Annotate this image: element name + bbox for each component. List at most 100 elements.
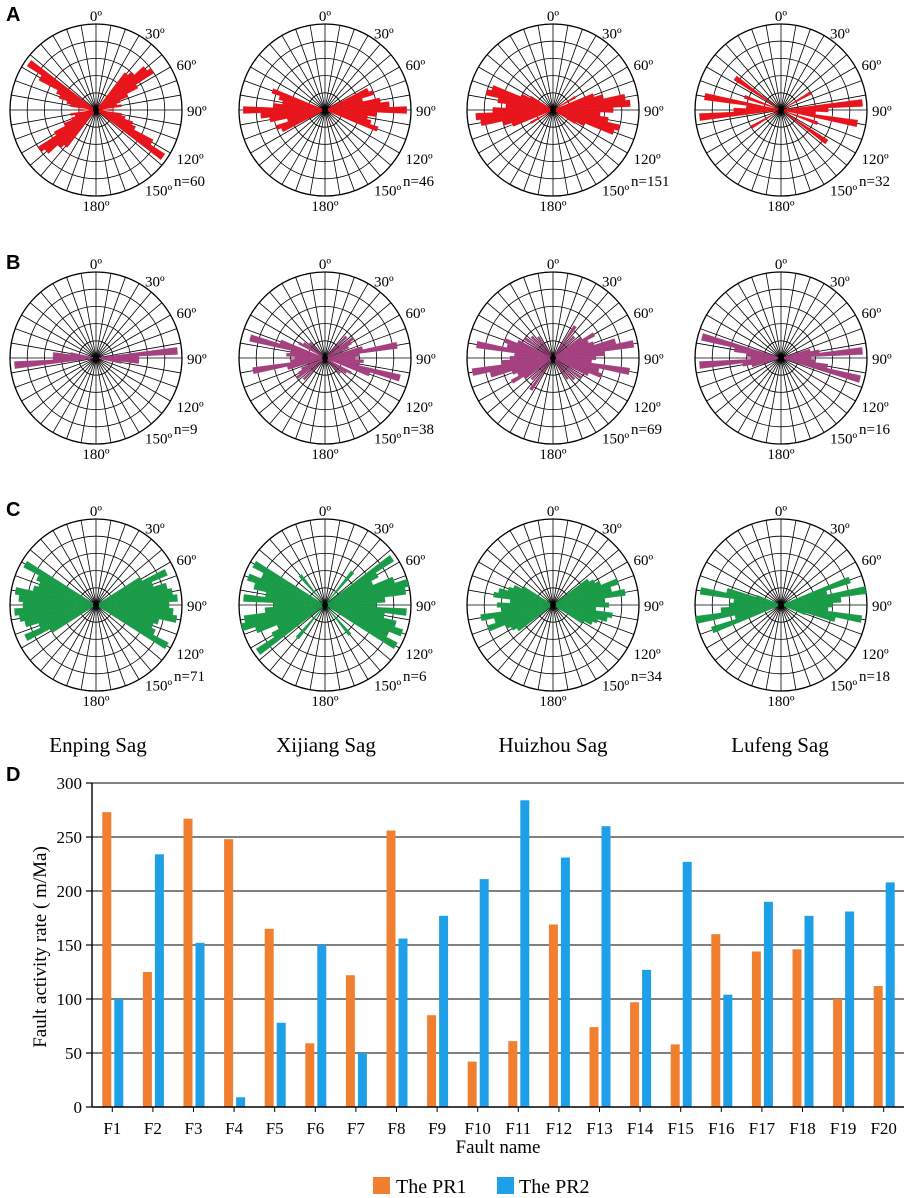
angle-label-0: 0º [775, 257, 788, 273]
rose-petal [704, 93, 858, 127]
bar-f7-pr1 [345, 975, 355, 1107]
rose-petal [302, 335, 348, 381]
rose-petal [279, 339, 371, 377]
angle-label-0: 0º [775, 504, 788, 520]
x-tick-label: F1 [103, 1119, 121, 1138]
angle-label-120: 120º [634, 647, 662, 663]
rose-center [322, 602, 328, 608]
angle-label-30: 30º [374, 522, 394, 538]
angle-label-30: 30º [830, 27, 850, 43]
angle-label-180: 180º [767, 694, 795, 710]
bar-f9-pr1 [427, 1015, 437, 1107]
sample-count-label: n=69 [631, 422, 662, 438]
bar-f12-pr2 [560, 857, 570, 1107]
x-tick-label: F10 [464, 1119, 490, 1138]
angle-label-0: 0º [90, 504, 103, 520]
rose-petal [507, 586, 599, 624]
bar-chart-axes: 0 50 100 150 200 250 300 F1 F2 F3 F4 F5 F6 F7 F8 F9 F10 F… [57, 774, 904, 1138]
panel-label-b: B [6, 252, 20, 274]
angle-label-60: 60º [862, 58, 882, 74]
bar-f5-pr1 [264, 928, 274, 1107]
angle-label-90: 90º [187, 104, 207, 120]
rose-petal [523, 336, 583, 380]
bar-f2-pr2 [154, 854, 164, 1107]
angle-label-30: 30º [602, 27, 622, 43]
bar-f3-pr2 [195, 942, 205, 1107]
rose-petal [14, 347, 178, 369]
rose-petal [298, 341, 352, 375]
bar-f8-pr1 [386, 830, 396, 1107]
rose-petal [271, 88, 379, 132]
sample-count-label: n=9 [174, 422, 197, 438]
x-tick-label: F12 [546, 1119, 572, 1138]
bar-f2-pr1 [142, 972, 152, 1107]
bar-f10-pr2 [479, 879, 489, 1107]
sample-count-label: n=46 [403, 174, 434, 190]
rose-petal [23, 560, 169, 650]
x-tick-label: F15 [667, 1119, 693, 1138]
rose-petal [530, 335, 576, 381]
rose-petals [695, 576, 867, 634]
sample-count-label: n=71 [174, 669, 205, 685]
rose-petal [529, 95, 577, 125]
angle-label-90: 90º [416, 352, 436, 368]
rose-center [93, 602, 99, 608]
x-tick-label: F7 [347, 1119, 365, 1138]
panel-label-c: C [6, 499, 20, 521]
rose-center [778, 602, 784, 608]
angle-label-180: 180º [82, 447, 110, 463]
angle-label-150: 150º [830, 184, 858, 200]
y-tick-label: 100 [57, 990, 83, 1009]
rose-petals [699, 75, 863, 145]
angle-label-0: 0º [775, 9, 788, 25]
rose-petal [298, 341, 352, 375]
bar-f14-pr2 [642, 969, 652, 1107]
bar-f1-pr2 [114, 999, 124, 1107]
angle-label-60: 60º [634, 553, 654, 569]
angle-label-0: 0º [547, 257, 560, 273]
angle-label-60: 60º [862, 306, 882, 322]
bar-f11-pr2 [520, 800, 530, 1107]
sample-count-label: n=18 [859, 669, 890, 685]
bar-f1-pr1 [102, 812, 112, 1107]
angle-label-150: 150º [374, 184, 402, 200]
y-tick-label: 50 [65, 1044, 82, 1063]
x-tick-label: F20 [870, 1119, 896, 1138]
angle-label-60: 60º [634, 58, 654, 74]
angle-label-30: 30º [830, 522, 850, 538]
bar-f16-pr2 [723, 994, 733, 1107]
rose-center [93, 107, 99, 113]
bar-f13-pr2 [601, 826, 611, 1107]
angle-label-120: 120º [862, 647, 890, 663]
rose-petal [32, 585, 160, 625]
angle-label-180: 180º [767, 447, 795, 463]
angle-label-150: 150º [602, 432, 630, 448]
bar-chart-bars [102, 800, 895, 1107]
sample-count-label: n=38 [403, 422, 434, 438]
bar-f11-pr1 [508, 1041, 518, 1107]
bar-f16-pr1 [711, 934, 721, 1107]
rose-petal [70, 104, 122, 116]
y-tick-label: 0 [74, 1098, 83, 1117]
x-tick-label: F5 [266, 1119, 284, 1138]
legend-label-pr1: The PR1 [396, 1176, 467, 1198]
bar-f3-pr1 [183, 818, 193, 1107]
bar-f5-pr2 [276, 1022, 286, 1107]
rose-petal [271, 572, 379, 638]
rose-petal [308, 341, 342, 375]
rose-petal [521, 93, 585, 127]
rose-petal [255, 555, 395, 655]
bar-f10-pr1 [467, 1061, 477, 1107]
rose-petal [522, 586, 584, 624]
angle-label-150: 150º [374, 432, 402, 448]
rose-petal [290, 353, 360, 363]
rose-center [93, 355, 99, 361]
angle-label-0: 0º [319, 9, 332, 25]
angle-label-120: 120º [406, 400, 434, 416]
rose-petal [529, 95, 577, 125]
